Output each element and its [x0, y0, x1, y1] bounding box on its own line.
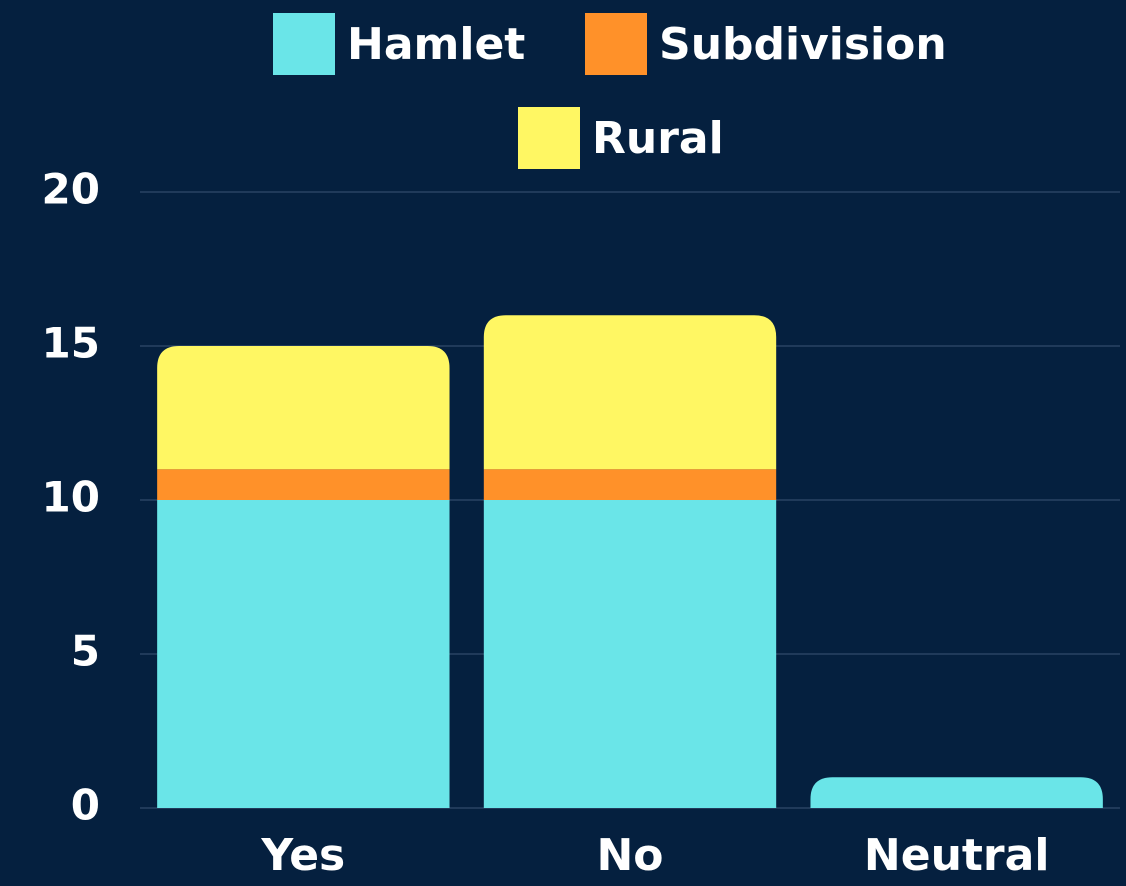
- bar-segment: [157, 469, 450, 500]
- x-tick-label: Neutral: [864, 830, 1050, 881]
- legend-label: Hamlet: [347, 19, 525, 70]
- bar-segment: [483, 500, 777, 808]
- bar-segment: [157, 346, 450, 470]
- legend-swatch: [273, 13, 335, 75]
- y-tick-label: 20: [42, 165, 100, 214]
- legend-swatch: [585, 13, 647, 75]
- y-tick-label: 15: [42, 319, 100, 368]
- y-tick-label: 0: [71, 781, 100, 830]
- bar-segment: [483, 315, 777, 470]
- legend-label: Subdivision: [659, 19, 947, 70]
- x-tick-label: Yes: [260, 830, 345, 881]
- x-tick-label: No: [596, 830, 663, 881]
- y-tick-label: 5: [71, 627, 100, 676]
- y-tick-label: 10: [42, 473, 100, 522]
- bar-segment: [810, 777, 1103, 808]
- bar-segment: [483, 469, 777, 500]
- legend-swatch: [518, 107, 580, 169]
- bar-segment: [157, 500, 450, 808]
- legend-label: Rural: [592, 113, 724, 164]
